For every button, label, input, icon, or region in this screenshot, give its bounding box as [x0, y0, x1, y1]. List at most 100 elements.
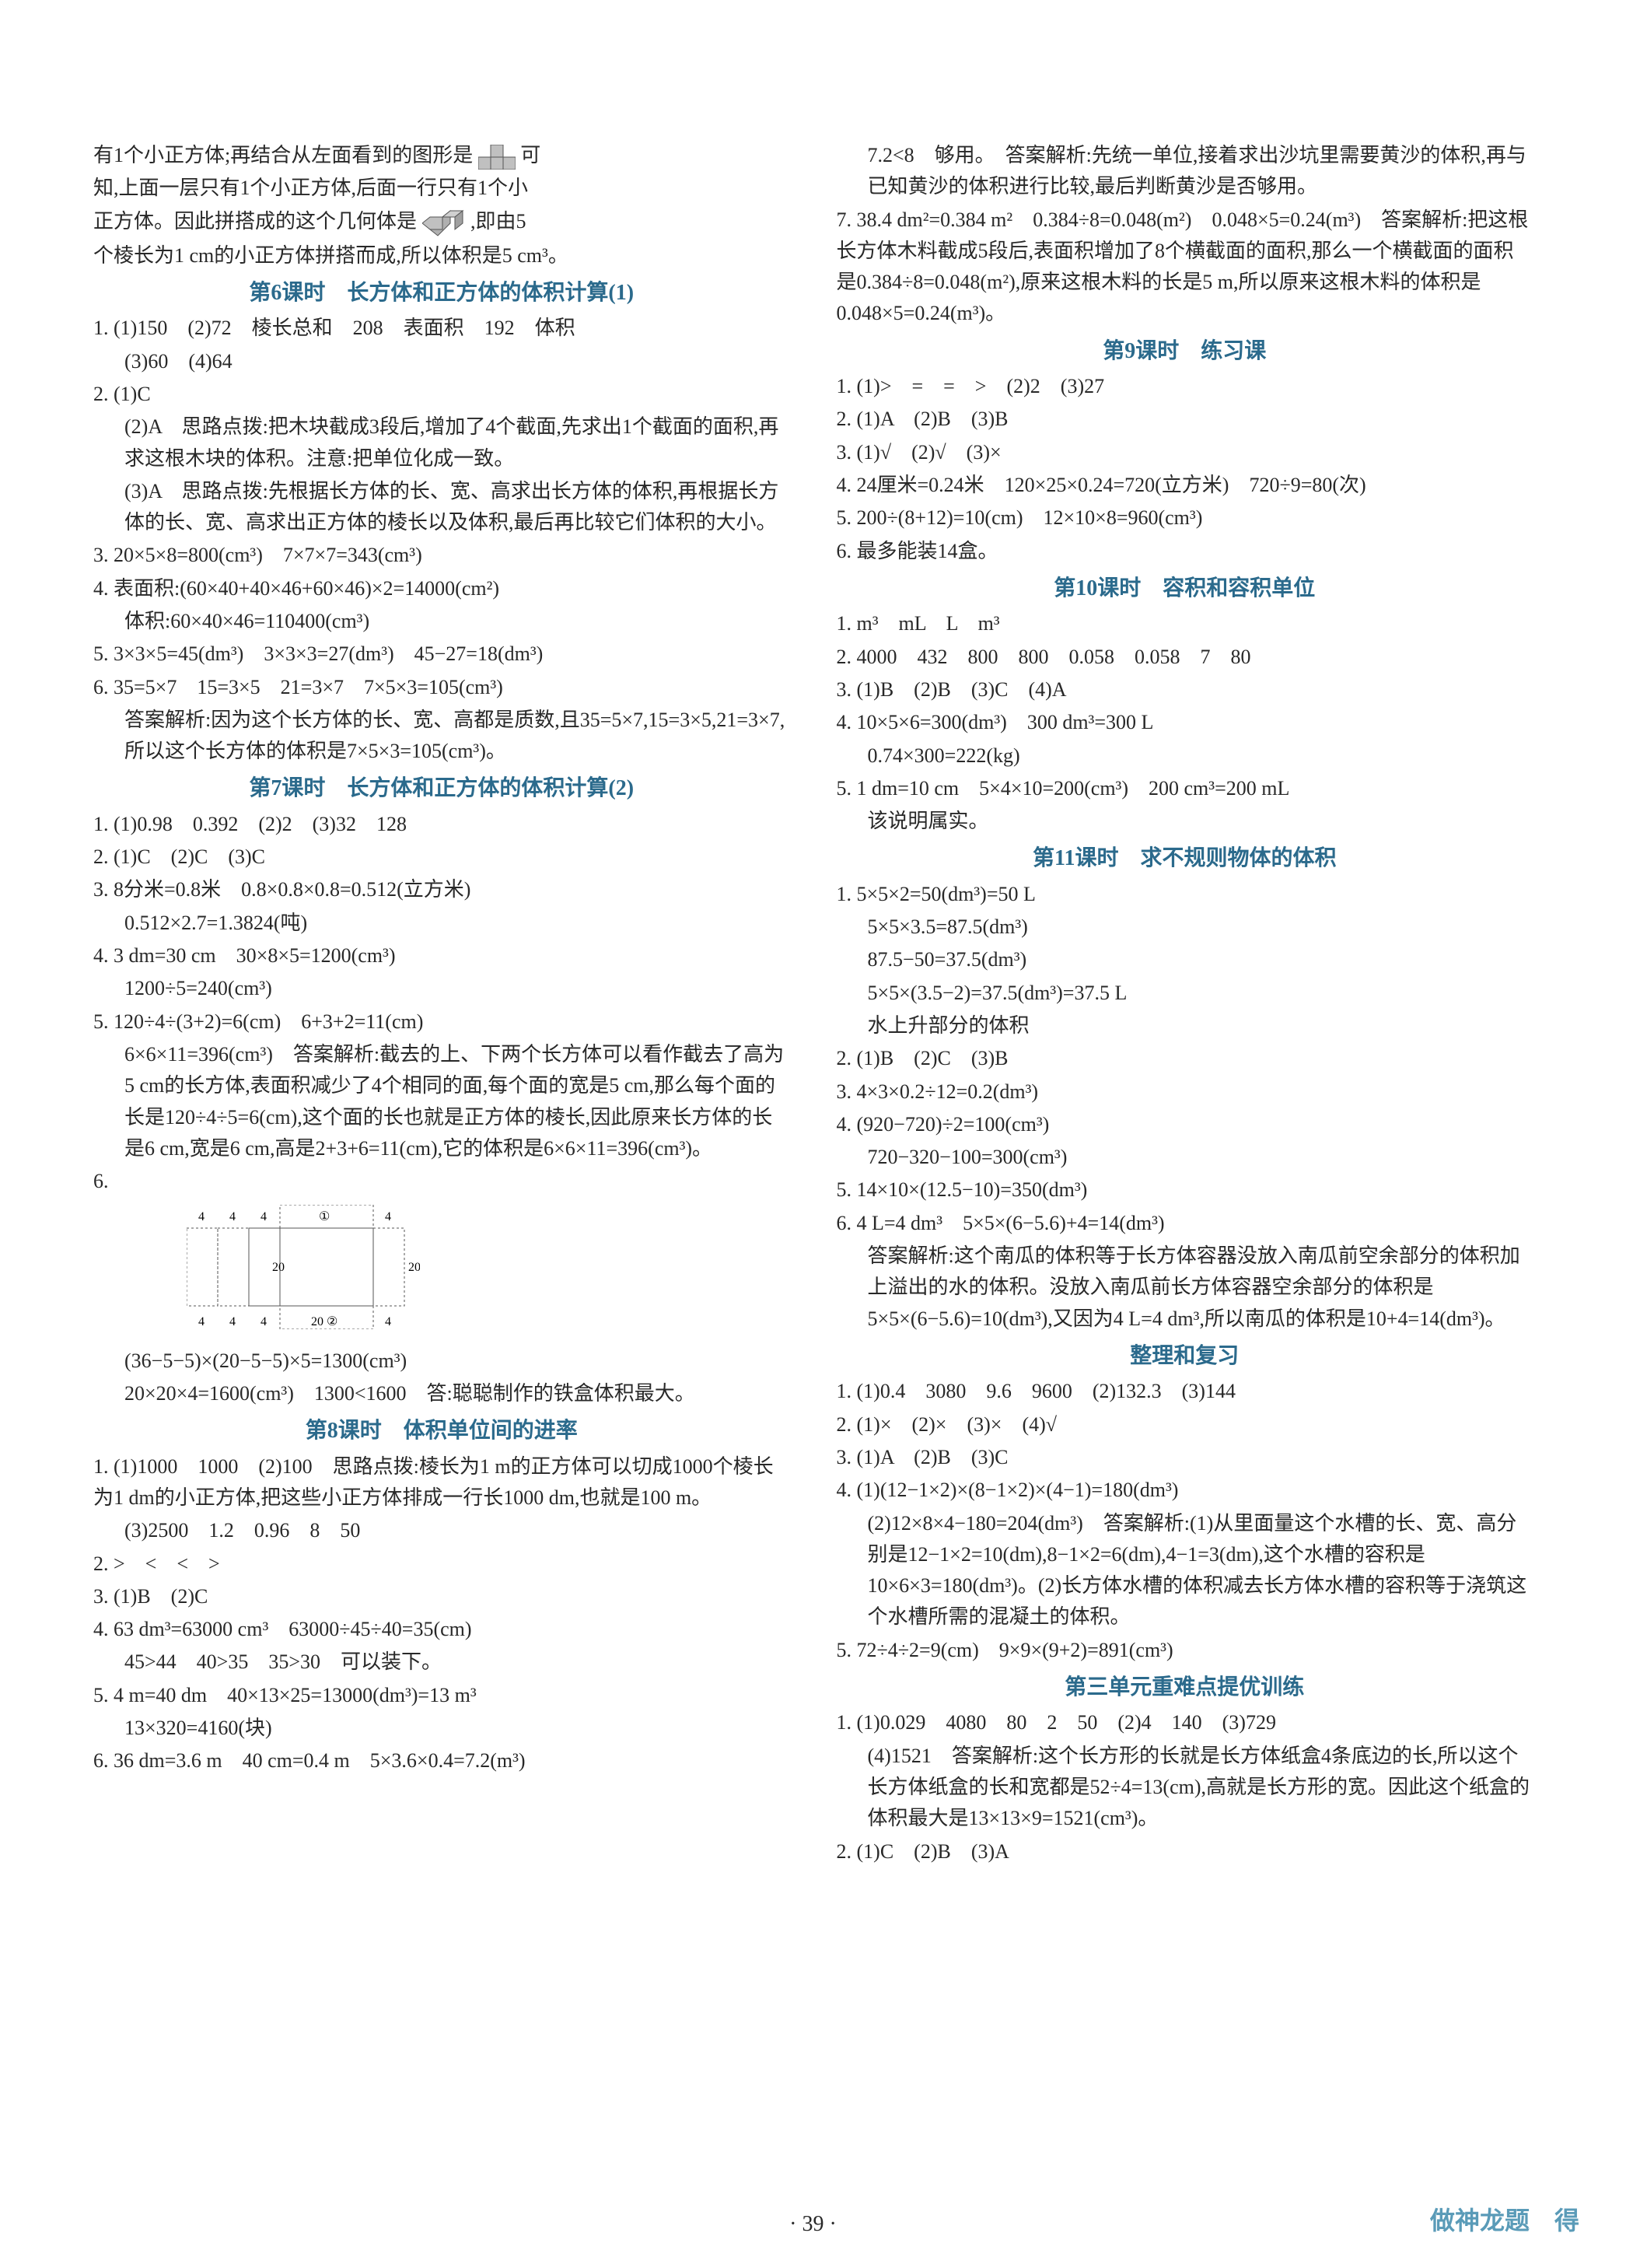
svg-text:20 ②: 20 ②	[311, 1315, 337, 1328]
text: 答案解析:因为这个长方体的长、宽、高都是质数,且35=5×7,15=3×5,21…	[124, 709, 785, 762]
q4: 4. 63 dm³=63000 cm³ 63000÷45÷40=35(cm)	[93, 1614, 790, 1645]
q3: 3. 4×3×0.2÷12=0.2(dm³)	[837, 1076, 1533, 1108]
text: 有1个小正方体;再结合从左面看到的图形是	[93, 144, 473, 166]
q2c: (3)A 思路点拨:先根据长方体的长、宽、高求出长方体的体积,再根据长方体的长、…	[93, 476, 790, 539]
q4b: (2)12×8×4−180=204(dm³) 答案解析:(1)从里面量这个水槽的…	[837, 1508, 1533, 1633]
text: (3)A 思路点拨:先根据长方体的长、宽、高求出长方体的体积,再根据长方体的长、…	[124, 480, 778, 534]
text: ,即由5	[470, 210, 526, 233]
q1: 1. (1)0.4 3080 9.6 9600 (2)132.3 (3)144	[837, 1376, 1533, 1407]
q1e: 水上升部分的体积	[837, 1010, 1533, 1041]
q5: 5. 4 m=40 dm 40×13×25=13000(dm³)=13 m³	[93, 1680, 790, 1711]
q4: 4. 24厘米=0.24米 120×25×0.24=720(立方米) 720÷9…	[837, 470, 1533, 501]
right-column: 7.2<8 够用。 答案解析:先统一单位,接着求出沙坑里需要黄沙的体积,再与已知…	[837, 140, 1533, 1869]
q4b: 720−320−100=300(cm³)	[837, 1142, 1533, 1173]
q2: 2. > < < >	[93, 1549, 790, 1580]
svg-text:4: 4	[261, 1315, 267, 1328]
svg-text:20: 20	[408, 1261, 420, 1274]
q6: 6. 4 L=4 dm³ 5×5×(6−5.6)+4=14(dm³)	[837, 1208, 1533, 1239]
section10-title: 第10课时 容积和容积单位	[837, 572, 1533, 605]
q3: 3. (1)B (2)B (3)C (4)A	[837, 674, 1533, 705]
q1c: 87.5−50=37.5(dm³)	[837, 944, 1533, 975]
q1: 1. (1)> = = > (2)2 (3)27	[837, 371, 1533, 402]
q1b: 5×5×3.5=87.5(dm³)	[837, 912, 1533, 943]
svg-text:20: 20	[272, 1261, 285, 1274]
svg-text:4: 4	[229, 1210, 236, 1223]
text: 可	[520, 144, 540, 166]
q2: 2. (1)C	[93, 379, 790, 410]
q6: 6.	[93, 1166, 790, 1197]
text: (2)A 思路点拨:把木块截成3段后,增加了4个截面,先求出1个截面的面积,再求…	[124, 415, 778, 469]
q6b: 答案解析:这个南瓜的体积等于长方体容器没放入南瓜前空余部分的体积加上溢出的水的体…	[837, 1241, 1533, 1335]
svg-text:4: 4	[261, 1210, 267, 1223]
q5: 5. 120÷4÷(3+2)=6(cm) 6+3+2=11(cm)	[93, 1006, 790, 1038]
left-column: 有1个小正方体;再结合从左面看到的图形是 可 知,上面一层只有1个小正方体,后面…	[93, 140, 790, 1869]
watermark: 做神龙题 得	[1430, 2201, 1579, 2237]
fold-diagram: 4 4 4 ① 4 20 4 4 4 20 ② 4 20	[187, 1205, 420, 1329]
q4: 4. 3 dm=30 cm 30×8×5=1200(cm³)	[93, 940, 790, 971]
q4b: 0.74×300=222(kg)	[837, 740, 1533, 772]
q3: 3. 20×5×8=800(cm³) 7×7×7=343(cm³)	[93, 540, 790, 571]
q1: 1. (1)0.029 4080 80 2 50 (2)4 140 (3)729	[837, 1707, 1533, 1738]
q1: 1. (1)150 (2)72 棱长总和 208 表面积 192 体积	[93, 313, 790, 344]
q3b: 0.512×2.7=1.3824(吨)	[93, 908, 790, 939]
q6: 6. 最多能装14盒。	[837, 536, 1533, 567]
q5: 5. 3×3×5=45(dm³) 3×3×3=27(dm³) 45−27=18(…	[93, 639, 790, 670]
section7-title: 第7课时 长方体和正方体的体积计算(2)	[93, 772, 790, 805]
q6b: 20×20×4=1600(cm³) 1300<1600 答:聪聪制作的铁盒体积最…	[93, 1378, 790, 1409]
q6: 6. 36 dm=3.6 m 40 cm=0.4 m 5×3.6×0.4=7.2…	[93, 1745, 790, 1776]
text: 正方体。因此拼搭成的这个几何体是	[93, 210, 417, 233]
q2b: (2)A 思路点拨:把木块截成3段后,增加了4个截面,先求出1个截面的面积,再求…	[93, 411, 790, 474]
q4: 4. 表面积:(60×40+40×46+60×46)×2=14000(cm²)	[93, 573, 790, 604]
q4: 4. (920−720)÷2=100(cm³)	[837, 1109, 1533, 1140]
q2: 2. (1)B (2)C (3)B	[837, 1043, 1533, 1074]
q2: 2. (1)C (2)B (3)A	[837, 1836, 1533, 1867]
q6calc: (36−5−5)×(20−5−5)×5=1300(cm³)	[93, 1346, 790, 1377]
q1: 1. 5×5×2=50(dm³)=50 L	[837, 879, 1533, 910]
q1: 1. m³ mL L m³	[837, 608, 1533, 639]
q1b: (3)2500 1.2 0.96 8 50	[93, 1515, 790, 1546]
page-number: · 39 ·	[789, 2212, 837, 2237]
intro-line: 知,上面一层只有1个小正方体,后面一行只有1个小	[93, 173, 790, 204]
q4b: 体积:60×40×46=110400(cm³)	[93, 606, 790, 637]
q2: 2. 4000 432 800 800 0.058 0.058 7 80	[837, 642, 1533, 673]
q1d: 5×5×(3.5−2)=37.5(dm³)=37.5 L	[837, 978, 1533, 1009]
section8-title: 第8课时 体积单位间的进率	[93, 1414, 790, 1447]
unit3-title: 第三单元重难点提优训练	[837, 1671, 1533, 1704]
q5: 5. 14×10×(12.5−10)=350(dm³)	[837, 1174, 1533, 1206]
section9-title: 第9课时 练习课	[837, 334, 1533, 368]
q6b: 答案解析:因为这个长方体的长、宽、高都是质数,且35=5×7,15=3×5,21…	[93, 705, 790, 768]
q1b: (4)1521 答案解析:这个长方形的长就是长方体纸盒4条底边的长,所以这个长方…	[837, 1741, 1533, 1835]
svg-text:4: 4	[198, 1210, 205, 1223]
q4: 4. 10×5×6=300(dm³) 300 dm³=300 L	[837, 707, 1533, 738]
svg-text:①: ①	[319, 1210, 330, 1223]
q5b: 6×6×11=396(cm³) 答案解析:截去的上、下两个长方体可以看作截去了高…	[93, 1039, 790, 1164]
q5: 5. 72÷4÷2=9(cm) 9×9×(9+2)=891(cm³)	[837, 1635, 1533, 1666]
intro: 7.2<8 够用。 答案解析:先统一单位,接着求出沙坑里需要黄沙的体积,再与已知…	[837, 140, 1533, 203]
svg-text:4: 4	[229, 1315, 236, 1328]
q5: 5. 200÷(8+12)=10(cm) 12×10×8=960(cm³)	[837, 502, 1533, 534]
section6-title: 第6课时 长方体和正方体的体积计算(1)	[93, 276, 790, 310]
q2: 2. (1)A (2)B (3)B	[837, 404, 1533, 435]
intro-line: 正方体。因此拼搭成的这个几何体是 ,即由5	[93, 206, 790, 239]
intro-line: 有1个小正方体;再结合从左面看到的图形是 可	[93, 140, 790, 171]
svg-text:4: 4	[198, 1315, 205, 1328]
q4b: 1200÷5=240(cm³)	[93, 973, 790, 1004]
intro-line: 个棱长为1 cm的小正方体拼搭而成,所以体积是5 cm³。	[93, 240, 790, 271]
review-title: 整理和复习	[837, 1339, 1533, 1373]
q5: 5. 1 dm=10 cm 5×4×10=200(cm³) 200 cm³=20…	[837, 773, 1533, 804]
q2: 2. (1)× (2)× (3)× (4)√	[837, 1409, 1533, 1440]
q3: 3. 8分米=0.8米 0.8×0.8×0.8=0.512(立方米)	[93, 874, 790, 905]
q1: 1. (1)0.98 0.392 (2)2 (3)32 128	[93, 809, 790, 840]
section11-title: 第11课时 求不规则物体的体积	[837, 842, 1533, 875]
q4: 4. (1)(12−1×2)×(8−1×2)×(4−1)=180(dm³)	[837, 1475, 1533, 1506]
q5b: 该说明属实。	[837, 806, 1533, 837]
q7: 7. 38.4 dm²=0.384 m² 0.384÷8=0.048(m²) 0…	[837, 205, 1533, 330]
svg-text:4: 4	[385, 1210, 391, 1223]
q3: 3. (1)B (2)C	[93, 1581, 790, 1612]
q5b: 13×320=4160(块)	[93, 1713, 790, 1744]
q1b: (3)60 (4)64	[93, 346, 790, 377]
q2: 2. (1)C (2)C (3)C	[93, 842, 790, 873]
q3: 3. (1)A (2)B (3)C	[837, 1442, 1533, 1473]
q3: 3. (1)√ (2)√ (3)×	[837, 437, 1533, 468]
svg-text:4: 4	[385, 1315, 391, 1328]
